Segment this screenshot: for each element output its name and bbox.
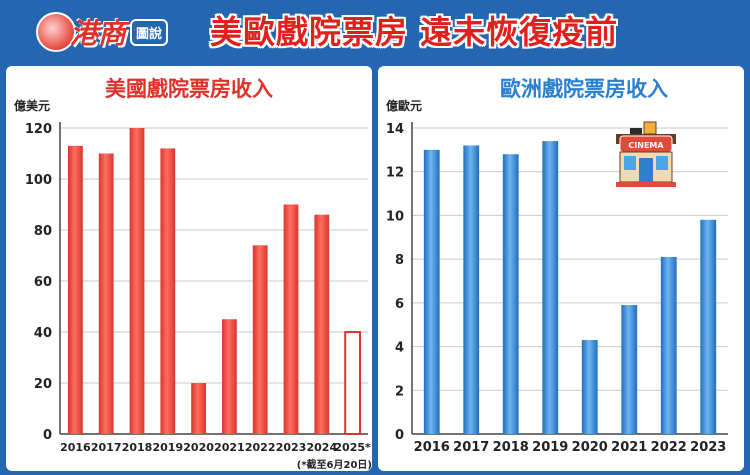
x-tick-label: 2021 <box>611 440 647 455</box>
eu-chart-panel: 歐洲戲院票房收入億歐元 0 2 4 6 8 10 12 14 2016 2017 2018 2019 20… <box>378 66 744 471</box>
bar-2020 <box>581 340 598 434</box>
y-tick-label: 4 <box>395 341 404 356</box>
x-tick-label: 2018 <box>493 440 529 455</box>
y-tick-label: 0 <box>395 428 404 443</box>
chart-title: 美國戲院票房收入 <box>105 77 273 101</box>
x-tick-label: 2018 <box>122 441 153 454</box>
bar-2023 <box>283 204 299 434</box>
x-tick-label: 2019 <box>152 441 183 454</box>
y-tick-label: 2 <box>395 384 404 399</box>
bar-2016 <box>68 145 83 434</box>
y-tick-label: 100 <box>25 173 52 188</box>
x-tick-label: 2020 <box>572 440 608 455</box>
y-tick-label: 0 <box>43 428 52 443</box>
bar-2024 <box>314 214 330 434</box>
bar-2022 <box>252 245 268 434</box>
x-tick-label: 2019 <box>532 440 568 455</box>
y-tick-label: 6 <box>395 297 404 312</box>
y-tick-label: 8 <box>395 253 404 268</box>
x-tick-label: 2022 <box>651 440 687 455</box>
bar-2022 <box>660 256 677 434</box>
cinema-building-icon: CINEMA <box>616 121 676 187</box>
bar-2017 <box>98 153 114 434</box>
x-tick-label: 2016 <box>60 441 91 454</box>
bar-2025 <box>344 331 361 435</box>
x-tick-label: 2023 <box>276 441 307 454</box>
x-tick-label: 2017 <box>91 441 122 454</box>
logo: 港商 圖說 <box>36 10 186 54</box>
chart-title: 歐洲戲院票房收入 <box>500 77 668 101</box>
bar-2021 <box>222 319 237 434</box>
y-tick-label: 60 <box>34 275 52 290</box>
logo-sub-text: 圖說 <box>130 18 169 46</box>
x-tick-label: 2017 <box>453 440 489 455</box>
headline: 美歐戲院票房 遠未恢復疫前 <box>210 13 619 51</box>
logo-badge-icon <box>36 12 76 52</box>
bar-2018 <box>129 128 145 434</box>
y-tick-label: 10 <box>386 209 404 224</box>
bar-2018 <box>502 154 519 434</box>
header: 港商 圖說 美歐戲院票房 遠未恢復疫前 <box>0 0 750 62</box>
y-tick-label: 20 <box>34 377 52 392</box>
y-tick-label: 14 <box>386 122 404 137</box>
bar-2023 <box>700 219 717 434</box>
x-tick-label: 2020 <box>183 441 214 454</box>
chart-footnote: (*截至6月20日) <box>297 458 372 471</box>
y-axis-label: 億美元 <box>14 98 50 113</box>
bar-2017 <box>463 145 480 434</box>
x-tick-label: 2022 <box>245 441 276 454</box>
y-tick-label: 12 <box>386 166 404 181</box>
y-tick-label: 120 <box>25 122 52 137</box>
bar-2016 <box>423 149 440 434</box>
x-tick-label: 2016 <box>414 440 450 455</box>
x-tick-label: 2021 <box>214 441 245 454</box>
bar-2020 <box>191 383 206 434</box>
y-tick-label: 40 <box>34 326 52 341</box>
y-tick-label: 80 <box>34 224 52 239</box>
bar-2021 <box>621 305 638 434</box>
bar-2019 <box>542 141 559 434</box>
cinema-sign-text: CINEMA <box>628 141 664 150</box>
x-tick-label: 2023 <box>690 440 726 455</box>
logo-main-text: 港商 <box>70 17 127 50</box>
us-chart-panel: 美國戲院票房收入 億美元 0 20 40 60 80 100 120 2016 2017 2018 20… <box>6 66 372 471</box>
bar-2019 <box>160 148 176 434</box>
x-tick-label: 2024 <box>306 441 337 454</box>
y-axis-label: 億歐元 <box>386 98 422 113</box>
x-tick-label: 2025* <box>334 441 371 454</box>
